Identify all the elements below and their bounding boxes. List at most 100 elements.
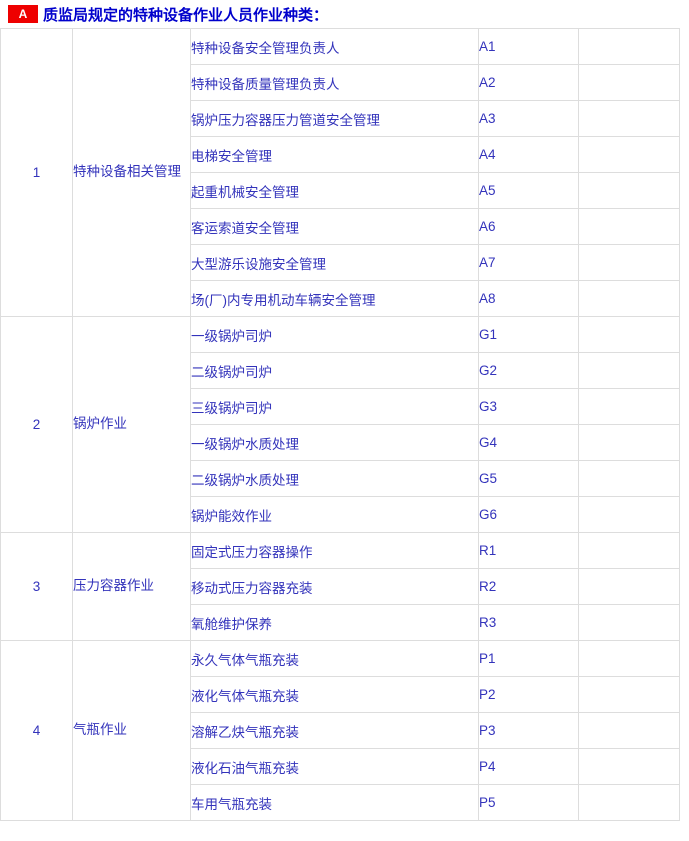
job-code-cell: G5 — [478, 460, 579, 497]
spacer-cell — [578, 316, 680, 353]
table-row: 车用气瓶充装 P5 — [1, 784, 680, 821]
section-number-cell: 2 — [0, 316, 73, 533]
table-body: 1 特种设备相关管理 特种设备安全管理负责人 A1 特种设备质量管理负责人 A2 锅炉压力容… — [0, 28, 680, 821]
table-row: 1 特种设备相关管理 特种设备安全管理负责人 A1 — [0, 28, 680, 317]
table-row: 移动式压力容器充装 R2 — [1, 568, 680, 605]
section-number-cell: 3 — [0, 532, 73, 641]
job-name-cell: 一级锅炉司炉 — [190, 316, 479, 353]
spacer-cell — [578, 100, 680, 137]
job-code-cell: A5 — [478, 172, 579, 209]
job-name-cell: 二级锅炉司炉 — [190, 352, 479, 389]
spacer-cell — [578, 712, 680, 749]
table-row: 液化石油气瓶充装 P4 — [1, 748, 680, 785]
job-code-cell: R1 — [478, 532, 579, 569]
job-code-cell: R3 — [478, 604, 579, 641]
table-row: 三级锅炉司炉 G3 — [1, 388, 680, 425]
spacer-cell — [578, 64, 680, 101]
job-code-cell: G1 — [478, 316, 579, 353]
section-category-cell: 特种设备相关管理 — [72, 28, 191, 317]
spacer-cell — [578, 352, 680, 389]
table-row: 氧舱维护保养 R3 — [1, 604, 680, 641]
spacer-cell — [578, 640, 680, 677]
page-title: 质监局规定的特种设备作业人员作业种类： — [43, 6, 329, 24]
job-code-cell: P4 — [478, 748, 579, 785]
special-equipment-job-categories-table: 1 特种设备相关管理 特种设备安全管理负责人 A1 特种设备质量管理负责人 A2 锅炉压力容… — [0, 28, 680, 821]
job-name-cell: 特种设备质量管理负责人 — [190, 64, 479, 101]
table-row: 特种设备质量管理负责人 A2 — [1, 64, 680, 101]
table-row: 大型游乐设施安全管理 A7 — [1, 244, 680, 281]
section-number-cell: 1 — [0, 28, 73, 317]
job-code-cell: A3 — [478, 100, 579, 137]
job-name-cell: 起重机械安全管理 — [190, 172, 479, 209]
spacer-cell — [578, 496, 680, 533]
job-name-cell: 二级锅炉水质处理 — [190, 460, 479, 497]
job-name-cell: 三级锅炉司炉 — [190, 388, 479, 425]
job-code-cell: A4 — [478, 136, 579, 173]
spacer-cell — [578, 568, 680, 605]
table-row: 起重机械安全管理 A5 — [1, 172, 680, 209]
job-name-cell: 锅炉压力容器压力管道安全管理 — [190, 100, 479, 137]
spacer-cell — [578, 604, 680, 641]
job-code-cell: G6 — [478, 496, 579, 533]
table-row: 溶解乙炔气瓶充装 P3 — [1, 712, 680, 749]
job-code-cell: P5 — [478, 784, 579, 821]
table-row: 锅炉压力容器压力管道安全管理 A3 — [1, 100, 680, 137]
job-name-cell: 一级锅炉水质处理 — [190, 424, 479, 461]
spacer-cell — [578, 28, 680, 65]
section-number-cell: 4 — [0, 640, 73, 821]
table-row: 场(厂)内专用机动车辆安全管理 A8 — [1, 280, 680, 317]
job-name-cell: 电梯安全管理 — [190, 136, 479, 173]
job-code-cell: A8 — [478, 280, 579, 317]
job-code-cell: A1 — [478, 28, 579, 65]
spacer-cell — [578, 388, 680, 425]
table-row: 液化气体气瓶充装 P2 — [1, 676, 680, 713]
job-name-cell: 场(厂)内专用机动车辆安全管理 — [190, 280, 479, 317]
spacer-cell — [578, 748, 680, 785]
section-category-cell: 压力容器作业 — [72, 532, 191, 641]
job-code-cell: P1 — [478, 640, 579, 677]
job-code-cell: G2 — [478, 352, 579, 389]
section-category-cell: 气瓶作业 — [72, 640, 191, 821]
table-row: 客运索道安全管理 A6 — [1, 208, 680, 245]
job-code-cell: R2 — [478, 568, 579, 605]
job-name-cell: 溶解乙炔气瓶充装 — [190, 712, 479, 749]
job-code-cell: A7 — [478, 244, 579, 281]
table-row: 2 锅炉作业 一级锅炉司炉 G1 — [0, 316, 680, 533]
table-row: 锅炉能效作业 G6 — [1, 496, 680, 533]
table-row: 3 压力容器作业 固定式压力容器操作 R1 — [0, 532, 680, 641]
job-code-cell: G4 — [478, 424, 579, 461]
table-row: 电梯安全管理 A4 — [1, 136, 680, 173]
job-name-cell: 大型游乐设施安全管理 — [190, 244, 479, 281]
job-code-cell: P3 — [478, 712, 579, 749]
job-name-cell: 特种设备安全管理负责人 — [190, 28, 479, 65]
spacer-cell — [578, 460, 680, 497]
job-name-cell: 氧舱维护保养 — [190, 604, 479, 641]
job-name-cell: 液化石油气瓶充装 — [190, 748, 479, 785]
spacer-cell — [578, 136, 680, 173]
section-letter-badge: A — [8, 5, 38, 23]
page-header: A 质监局规定的特种设备作业人员作业种类： — [0, 0, 689, 28]
spacer-cell — [578, 424, 680, 461]
spacer-cell — [578, 676, 680, 713]
table-row: 4 气瓶作业 永久气体气瓶充装 P1 — [0, 640, 680, 821]
table-row: 一级锅炉水质处理 G4 — [1, 424, 680, 461]
spacer-cell — [578, 280, 680, 317]
spacer-cell — [578, 784, 680, 821]
spacer-cell — [578, 244, 680, 281]
page-root: A 质监局规定的特种设备作业人员作业种类： 1 特种设备相关管理 特种设备安全管理负… — [0, 0, 689, 821]
table-row: 二级锅炉司炉 G2 — [1, 352, 680, 389]
job-name-cell: 锅炉能效作业 — [190, 496, 479, 533]
job-name-cell: 移动式压力容器充装 — [190, 568, 479, 605]
spacer-cell — [578, 208, 680, 245]
job-name-cell: 液化气体气瓶充装 — [190, 676, 479, 713]
job-code-cell: G3 — [478, 388, 579, 425]
job-code-cell: A2 — [478, 64, 579, 101]
job-name-cell: 客运索道安全管理 — [190, 208, 479, 245]
job-code-cell: P2 — [478, 676, 579, 713]
job-code-cell: A6 — [478, 208, 579, 245]
table-row: 二级锅炉水质处理 G5 — [1, 460, 680, 497]
job-name-cell: 固定式压力容器操作 — [190, 532, 479, 569]
job-name-cell: 永久气体气瓶充装 — [190, 640, 479, 677]
section-category-cell: 锅炉作业 — [72, 316, 191, 533]
spacer-cell — [578, 532, 680, 569]
